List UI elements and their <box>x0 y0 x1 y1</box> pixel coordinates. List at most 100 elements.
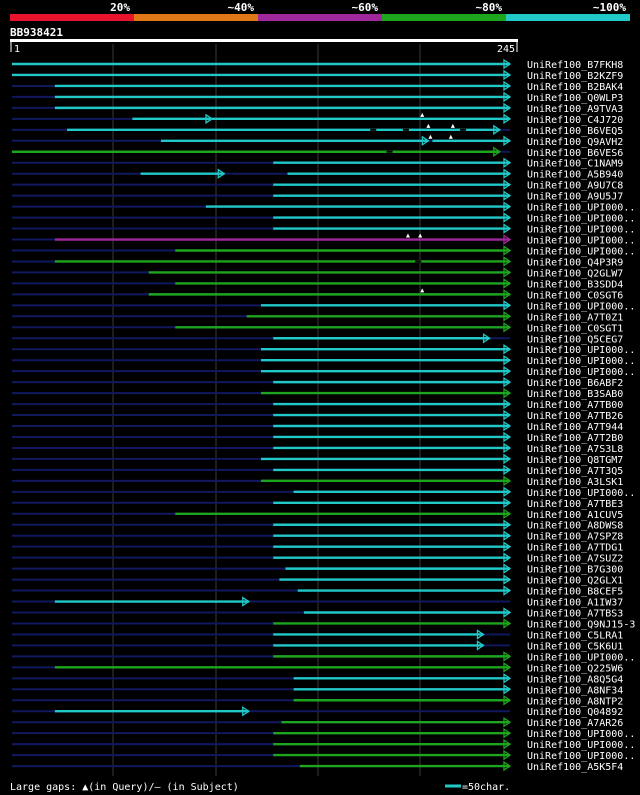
hit-name-label[interactable]: UniRef100_Q8TGM7 <box>527 455 623 466</box>
hit-name-label[interactable]: UniRef100_A7TB26 <box>527 411 623 422</box>
hit-row[interactable]: UniRef100_UPI000.. <box>12 651 635 663</box>
hit-name-label[interactable]: UniRef100_A9U7C8 <box>527 181 623 192</box>
hit-row[interactable]: UniRef100_A7SUZ2 <box>12 552 623 565</box>
hit-row[interactable]: UniRef100_UPI000.. <box>12 212 635 225</box>
hit-row[interactable]: UniRef100_A8NF34 <box>12 684 623 696</box>
hit-name-label[interactable]: UniRef100_A7TB00 <box>527 400 623 411</box>
hit-name-label[interactable]: UniRef100_B7G300 <box>527 565 623 576</box>
hit-row[interactable]: UniRef100_A7TB00 <box>12 398 623 411</box>
hit-row[interactable]: UniRef100_A8DWS8 <box>12 519 623 532</box>
hit-name-label[interactable]: UniRef100_A7S3L8 <box>527 444 623 455</box>
hit-name-label[interactable]: UniRef100_C0SGT1 <box>527 323 623 334</box>
hit-name-label[interactable]: UniRef100_A7SPZ8 <box>527 532 623 543</box>
hit-name-label[interactable]: UniRef100_UPI000.. <box>527 214 635 225</box>
hit-row[interactable]: UniRef100_B6ABF2 <box>12 376 623 389</box>
hit-row[interactable]: UniRef100_B7FKH8 <box>12 58 623 71</box>
hit-name-label[interactable]: UniRef100_C0SGT6 <box>527 290 623 301</box>
hit-name-label[interactable]: UniRef100_UPI000.. <box>527 740 635 751</box>
hit-row[interactable]: UniRef100_Q5CEG7 <box>12 333 623 345</box>
hit-name-label[interactable]: UniRef100_UPI000.. <box>527 751 635 762</box>
hit-row[interactable]: UniRef100_A7TBE3 <box>12 497 623 510</box>
hit-name-label[interactable]: UniRef100_Q5CEG7 <box>527 334 623 345</box>
hit-row[interactable]: UniRef100_Q2GLX1 <box>12 574 623 587</box>
hit-name-label[interactable]: UniRef100_A1CUV5 <box>527 510 623 521</box>
hit-name-label[interactable]: UniRef100_A8DWS8 <box>527 521 623 532</box>
hit-name-label[interactable]: UniRef100_A8NF34 <box>527 685 623 696</box>
hit-row[interactable]: UniRef100_UPI000.. <box>12 233 635 247</box>
hit-row[interactable]: UniRef100_UPI000.. <box>12 365 635 378</box>
hit-name-label[interactable]: UniRef100_UPI000.. <box>527 729 635 740</box>
hit-row[interactable]: UniRef100_A9TVA3 <box>12 102 623 115</box>
hit-name-label[interactable]: UniRef100_A7SUZ2 <box>527 554 623 565</box>
hit-name-label[interactable]: UniRef100_A7T0Z1 <box>527 312 623 323</box>
hit-row[interactable]: UniRef100_A7TBS3 <box>12 607 623 620</box>
hit-name-label[interactable]: UniRef100_A5K5F4 <box>527 762 623 773</box>
hit-name-label[interactable]: UniRef100_A7TDG1 <box>527 543 623 554</box>
hit-row[interactable]: UniRef100_A7TB26 <box>12 409 623 422</box>
hit-row[interactable]: UniRef100_B2KZF9 <box>12 69 623 82</box>
hit-name-label[interactable]: UniRef100_A7TBE3 <box>527 499 623 510</box>
hit-row[interactable]: UniRef100_UPI000.. <box>12 245 635 257</box>
hit-row[interactable]: UniRef100_B6VES6 <box>12 146 623 159</box>
hit-row[interactable]: UniRef100_Q8TGM7 <box>12 453 623 466</box>
hit-row[interactable]: UniRef100_UPI000.. <box>12 223 635 236</box>
hit-row[interactable]: UniRef100_A7T944 <box>12 420 623 433</box>
hit-row[interactable]: UniRef100_C0SGT1 <box>12 322 623 334</box>
hit-name-label[interactable]: UniRef100_Q04892 <box>527 707 623 718</box>
hit-name-label[interactable]: UniRef100_Q9AVH2 <box>527 137 623 148</box>
hit-name-label[interactable]: UniRef100_B7FKH8 <box>527 60 623 71</box>
hit-name-label[interactable]: UniRef100_A7T2B0 <box>527 433 623 444</box>
hit-row[interactable]: UniRef100_A7T3Q5 <box>12 464 623 477</box>
hit-row[interactable]: UniRef100_Q4P3R9 <box>12 256 623 268</box>
hit-row[interactable]: UniRef100_A9U5J7 <box>12 190 623 203</box>
hit-name-label[interactable]: UniRef100_A8NTP2 <box>527 696 623 707</box>
hit-name-label[interactable]: UniRef100_B6VEQ5 <box>527 126 623 137</box>
hit-row[interactable]: UniRef100_UPI000.. <box>12 201 635 214</box>
hit-row[interactable]: UniRef100_UPI000.. <box>12 738 635 751</box>
hit-name-label[interactable]: UniRef100_Q2GLX1 <box>527 576 623 587</box>
hit-row[interactable]: UniRef100_UPI000.. <box>12 300 635 312</box>
hit-name-label[interactable]: UniRef100_A9U5J7 <box>527 192 623 203</box>
hit-row[interactable]: UniRef100_B3SDD4 <box>12 278 623 290</box>
hit-name-label[interactable]: UniRef100_A8Q5G4 <box>527 674 623 685</box>
hit-name-label[interactable]: UniRef100_A7TBS3 <box>527 609 623 620</box>
hit-row[interactable]: UniRef100_Q0WLP3 <box>12 91 623 104</box>
hit-row[interactable]: UniRef100_C4J720 <box>12 112 623 126</box>
hit-row[interactable]: UniRef100_UPI000.. <box>12 344 635 356</box>
hit-name-label[interactable]: UniRef100_B6ABF2 <box>527 378 623 389</box>
hit-row[interactable]: UniRef100_A3LSK1 <box>12 475 623 488</box>
hit-name-label[interactable]: UniRef100_A1IW37 <box>527 598 623 609</box>
hit-row[interactable]: UniRef100_B7G300 <box>12 563 623 576</box>
hit-row[interactable]: UniRef100_A1IW37 <box>12 596 623 609</box>
hit-row[interactable]: UniRef100_C0SGT6 <box>12 288 623 301</box>
hit-name-label[interactable]: UniRef100_UPI000.. <box>527 246 635 257</box>
hit-name-label[interactable]: UniRef100_Q4P3R9 <box>527 257 623 268</box>
hit-row[interactable]: UniRef100_A7TDG1 <box>12 541 623 554</box>
hit-name-label[interactable]: UniRef100_A9TVA3 <box>527 104 623 115</box>
hit-row[interactable]: UniRef100_Q225W6 <box>12 662 623 674</box>
hit-name-label[interactable]: UniRef100_UPI000.. <box>527 236 635 247</box>
hit-row[interactable]: UniRef100_B2BAK4 <box>12 80 623 93</box>
hit-row[interactable]: UniRef100_Q04892 <box>12 706 623 718</box>
hit-name-label[interactable]: UniRef100_B2KZF9 <box>527 71 623 82</box>
hit-row[interactable]: UniRef100_A7AR26 <box>12 716 623 729</box>
hit-name-label[interactable]: UniRef100_B6VES6 <box>527 148 623 159</box>
hit-row[interactable]: UniRef100_A9U7C8 <box>12 179 623 192</box>
hit-row[interactable]: UniRef100_Q9NJ15-3 <box>12 618 635 630</box>
hit-name-label[interactable]: UniRef100_B3SAB0 <box>527 389 623 400</box>
hit-name-label[interactable]: UniRef100_Q9NJ15-3 <box>527 619 635 630</box>
hit-name-label[interactable]: UniRef100_B2BAK4 <box>527 82 623 93</box>
hit-row[interactable]: UniRef100_Q2GLW7 <box>12 267 623 279</box>
hit-name-label[interactable]: UniRef100_A3LSK1 <box>527 477 623 488</box>
hit-row[interactable]: UniRef100_A7T0Z1 <box>12 311 623 323</box>
hit-name-label[interactable]: UniRef100_C1NAM9 <box>527 159 623 170</box>
hit-row[interactable]: UniRef100_UPI000.. <box>12 486 635 499</box>
hit-name-label[interactable]: UniRef100_C5LRA1 <box>527 630 623 641</box>
hit-name-label[interactable]: UniRef100_Q0WLP3 <box>527 93 623 104</box>
hit-name-label[interactable]: UniRef100_UPI000.. <box>527 488 635 499</box>
hit-row[interactable]: UniRef100_A7S3L8 <box>12 442 623 455</box>
hit-name-label[interactable]: UniRef100_UPI000.. <box>527 652 635 663</box>
hit-name-label[interactable]: UniRef100_Q2GLW7 <box>527 268 623 279</box>
hit-row[interactable]: UniRef100_A7SPZ8 <box>12 530 623 543</box>
hit-name-label[interactable]: UniRef100_Q225W6 <box>527 663 623 674</box>
